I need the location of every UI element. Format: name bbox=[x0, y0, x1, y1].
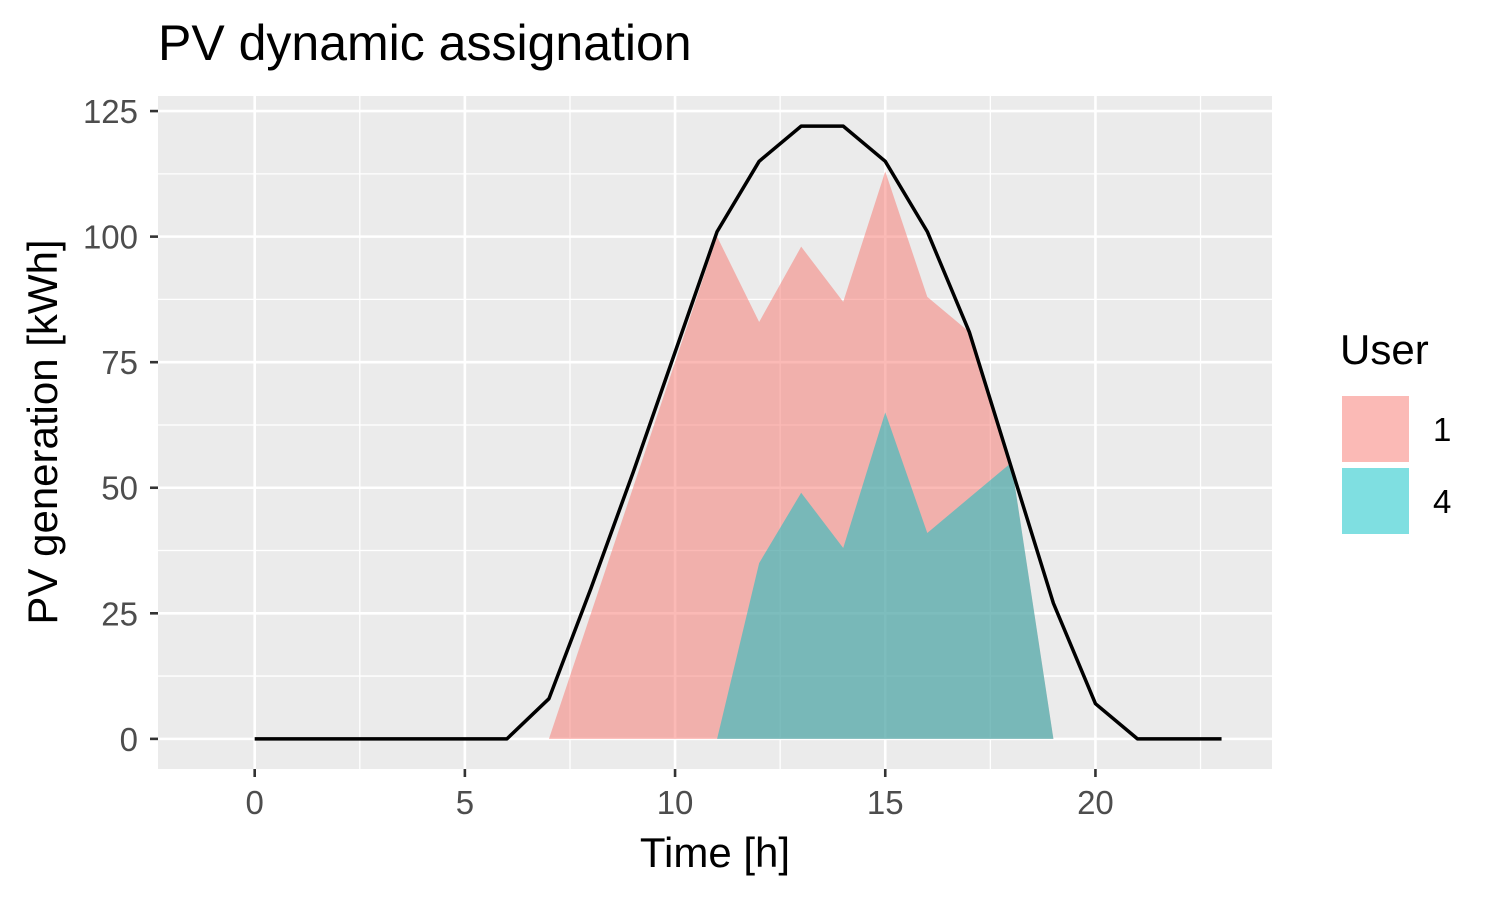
x-axis-ticks: 0 5 10 15 20 bbox=[246, 769, 1114, 821]
y-tick-label: 25 bbox=[101, 595, 138, 632]
y-tick-label: 0 bbox=[120, 721, 138, 758]
y-tick-label: 75 bbox=[101, 344, 138, 381]
x-tick-label: 5 bbox=[456, 784, 474, 821]
legend: User 1 4 bbox=[1340, 326, 1451, 534]
total-generation-line bbox=[254, 124, 1222, 741]
area-user-4 bbox=[717, 412, 1054, 739]
chart-title: PV dynamic assignation bbox=[158, 15, 692, 71]
y-axis-ticks: 0 25 50 75 100 125 bbox=[83, 93, 158, 758]
x-tick-label: 0 bbox=[246, 784, 264, 821]
legend-key-user-1 bbox=[1342, 396, 1409, 462]
y-tick-label: 125 bbox=[83, 93, 138, 130]
y-tick-label: 100 bbox=[83, 219, 138, 256]
x-tick-label: 20 bbox=[1077, 784, 1114, 821]
area-layers bbox=[548, 171, 1054, 739]
legend-label-user-1: 1 bbox=[1433, 411, 1451, 448]
x-tick-label: 10 bbox=[657, 784, 694, 821]
legend-key-user-4 bbox=[1342, 468, 1409, 534]
x-tick-label: 15 bbox=[867, 784, 904, 821]
y-axis-title: PV generation [kWh] bbox=[19, 239, 66, 624]
legend-title: User bbox=[1340, 326, 1429, 373]
x-axis-title: Time [h] bbox=[640, 829, 790, 876]
y-tick-label: 50 bbox=[101, 470, 138, 507]
legend-label-user-4: 4 bbox=[1433, 483, 1451, 520]
